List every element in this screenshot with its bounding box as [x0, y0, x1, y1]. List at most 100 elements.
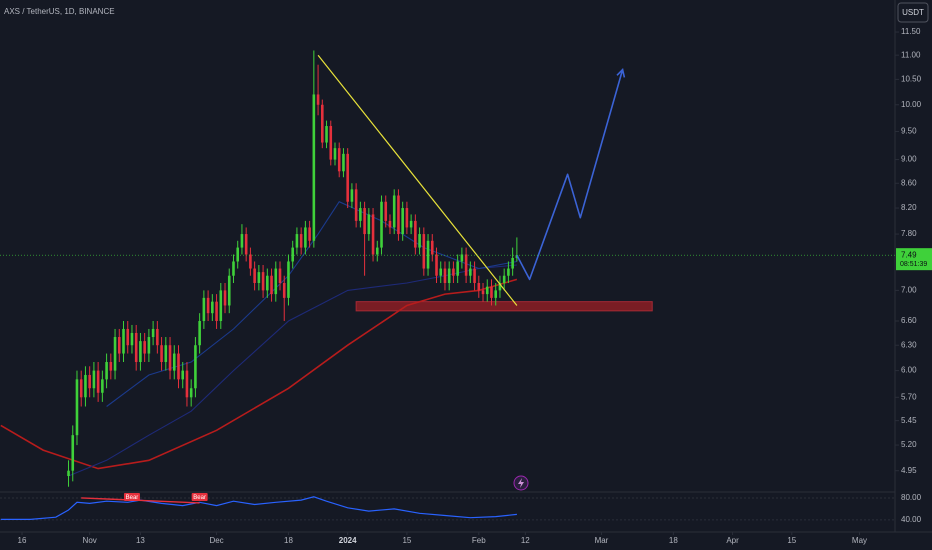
candle-body — [113, 337, 117, 371]
x-tick-label: Nov — [83, 536, 97, 545]
rsi-line — [0, 496, 517, 520]
y-tick-label: 9.00 — [901, 155, 917, 164]
candle-body — [380, 201, 383, 248]
candle-body — [443, 268, 447, 284]
candle-body — [295, 234, 299, 248]
candle-body — [84, 374, 87, 398]
candle-body — [409, 220, 413, 228]
candle-body — [473, 268, 476, 284]
signal-badge — [123, 493, 140, 501]
candle-body — [143, 341, 146, 354]
candle-body — [75, 379, 79, 436]
candle-body — [392, 195, 396, 228]
x-tick-label: 18 — [669, 536, 678, 545]
candle-body — [375, 247, 379, 255]
candle-body — [287, 261, 290, 298]
candle-body — [291, 247, 294, 262]
moving-average — [106, 201, 517, 407]
projection-arrowhead — [616, 67, 626, 78]
support-zone — [355, 301, 653, 312]
candle-body — [151, 328, 155, 338]
countdown-label: 08:51:39 — [900, 261, 927, 268]
candle-body — [439, 268, 443, 276]
x-tick-label: Dec — [209, 536, 223, 545]
candle-body — [274, 268, 278, 295]
candle-body — [329, 126, 333, 160]
candle-body — [401, 208, 404, 235]
candle-body — [71, 435, 75, 471]
x-tick-label: Mar — [595, 536, 609, 545]
candle-body — [164, 345, 168, 363]
candle-body — [67, 470, 70, 477]
candle-body — [363, 208, 366, 235]
candle-body — [316, 94, 320, 105]
last-price-label: 7.49 — [901, 250, 917, 259]
candle-body — [177, 353, 180, 380]
candle-body — [426, 240, 430, 269]
candle-body — [498, 283, 502, 291]
candle-body — [299, 234, 303, 248]
candle-body — [447, 268, 451, 284]
candle-body — [122, 328, 125, 354]
candle-body — [418, 234, 421, 248]
y-tick-label: 6.30 — [901, 340, 917, 349]
candle-body — [278, 268, 282, 284]
moving-average — [0, 278, 518, 470]
y-tick-label: 10.50 — [901, 74, 922, 83]
candle-body — [92, 370, 96, 389]
candle-body — [325, 126, 328, 143]
candle-body — [312, 94, 316, 241]
candle-body — [333, 148, 337, 160]
y-tick-label: 11.50 — [901, 27, 921, 36]
candle-body — [139, 341, 142, 363]
x-tick-label: 12 — [521, 536, 530, 545]
x-tick-label: 15 — [402, 536, 411, 545]
y-tick-label: 6.00 — [901, 366, 917, 375]
currency-button[interactable] — [897, 2, 929, 23]
candle-body — [414, 220, 417, 248]
candle-body — [215, 301, 218, 322]
candle-body — [359, 208, 362, 221]
x-tick-label: 2024 — [339, 536, 357, 545]
candle-body — [219, 290, 223, 322]
rsi-divergence — [81, 497, 200, 504]
candle-body — [88, 374, 91, 389]
y-tick-label: 8.60 — [901, 178, 917, 187]
candle-body — [304, 227, 307, 248]
candle-body — [156, 328, 159, 346]
candle-body — [206, 297, 210, 314]
candle-body — [244, 234, 248, 255]
y-tick-label: 5.45 — [901, 416, 917, 425]
moving-average — [68, 264, 517, 477]
candle-body — [198, 321, 201, 346]
candle-body — [511, 257, 514, 269]
candle-body — [452, 268, 455, 276]
y-tick-label: 9.50 — [901, 127, 917, 136]
candle-body — [384, 201, 388, 221]
candle-body — [456, 261, 459, 276]
candle-body — [232, 261, 235, 276]
candle-body — [494, 290, 498, 298]
candle-body — [507, 268, 510, 276]
candle-body — [342, 153, 345, 172]
last-price-badge — [896, 248, 932, 271]
currency-button-label[interactable]: USDT — [902, 8, 924, 17]
candle-body — [126, 328, 130, 346]
candle-body — [202, 297, 206, 322]
y-tick-label: 6.60 — [901, 316, 917, 325]
rsi-tick-label: 80.00 — [901, 493, 922, 502]
candle-body — [405, 208, 409, 228]
candle-body — [117, 337, 121, 354]
candle-body — [160, 345, 163, 363]
x-tick-label: 16 — [18, 536, 27, 545]
x-tick-label: May — [852, 536, 867, 545]
candle-body — [350, 189, 354, 202]
rsi-tick-label: 40.00 — [901, 515, 922, 524]
candle-body — [337, 148, 341, 172]
candle-body — [469, 268, 472, 276]
y-tick-label: 7.80 — [901, 229, 917, 238]
candle-body — [422, 234, 426, 269]
candle-body — [367, 214, 371, 235]
candle-body — [282, 283, 286, 298]
candle-body — [464, 254, 468, 276]
